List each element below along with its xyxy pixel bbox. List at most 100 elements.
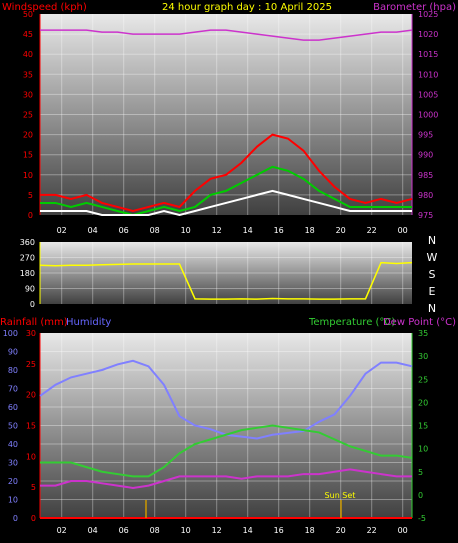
direction-tick-label: 360 (20, 238, 35, 247)
x-tick-label: 06 (119, 226, 129, 235)
x-tick-label: 10 (181, 526, 191, 535)
humidity-tick-label: 30 (8, 459, 18, 468)
direction-tick-label: 270 (20, 254, 35, 263)
barometer-tick-label: 1010 (418, 70, 438, 79)
barometer-tick-label: 985 (418, 171, 433, 180)
series-line (40, 189, 412, 217)
x-tick-label: 00 (398, 226, 408, 235)
dewpoint-axis-label: Dew Point (°C) (383, 317, 456, 328)
humidity-tick-label: 60 (8, 403, 18, 412)
series-line (40, 133, 413, 213)
x-tick-label: 02 (57, 526, 67, 535)
series-line (40, 424, 413, 478)
wind-panel-axes: 02 04 06 08 10 12 14 16 18 20 22 000510152025303540… (23, 10, 439, 235)
barometer-axis-label: Barometer (hpa) (373, 2, 456, 13)
x-tick-label: 14 (243, 226, 253, 235)
series-line (40, 165, 412, 217)
barometer-tick-label: 1020 (418, 30, 438, 39)
x-tick-label: 16 (274, 526, 284, 535)
temperature-tick-label: 20 (418, 398, 428, 407)
wind-axis-label: Windspeed (kph) (2, 2, 87, 13)
x-tick-label: 02 (57, 226, 67, 235)
rain-tick-label: 25 (26, 360, 36, 369)
temperature-tick-label: 15 (418, 422, 428, 431)
temperature-tick-label: 5 (418, 468, 423, 477)
wind-panel-background (40, 14, 412, 215)
rain-tick-label: 20 (26, 391, 36, 400)
humidity-tick-label: 90 (8, 348, 18, 357)
x-tick-label: 20 (336, 526, 346, 535)
humidity-tick-label: 50 (8, 422, 18, 431)
humidity-tick-label: 20 (8, 477, 18, 486)
wind-tick-label: 15 (23, 151, 33, 160)
barometer-tick-label: 990 (418, 151, 433, 160)
wind-tick-label: 20 (23, 131, 33, 140)
compass-letter: E (429, 285, 436, 298)
chart-title: 24 hour graph day : 10 April 2025 (162, 2, 332, 13)
compass-letter: S (429, 268, 436, 281)
x-tick-label: 08 (150, 526, 160, 535)
x-tick-label: 00 (398, 526, 408, 535)
temperature-panel-axes: 02 04 06 08 10 12 14 16 18 20 22 000102030405060708… (3, 329, 428, 535)
temperature-tick-label: 10 (418, 445, 428, 454)
wind-panel-grid (40, 14, 412, 215)
series-line (40, 468, 412, 489)
x-tick-label: 16 (274, 226, 284, 235)
direction-panel-grid (40, 242, 412, 304)
x-tick-label: 20 (336, 226, 346, 235)
wind-tick-label: 25 (23, 111, 33, 120)
temperature-panel-annotations: Sun Set (145, 491, 356, 518)
barometer-tick-label: 995 (418, 131, 433, 140)
temperature-axis-label: Temperature (°C) (308, 317, 395, 328)
direction-tick-label: 0 (30, 300, 35, 309)
barometer-tick-label: 1000 (418, 111, 438, 120)
wind-tick-label: 50 (23, 10, 33, 19)
wind-tick-label: 40 (23, 50, 33, 59)
x-tick-label: 18 (305, 526, 315, 535)
wind-tick-label: 10 (23, 171, 33, 180)
rain-tick-label: 30 (26, 329, 36, 338)
temperature-tick-label: 30 (418, 352, 428, 361)
humidity-tick-label: 0 (13, 514, 18, 523)
temperature-panel-series (39, 359, 413, 519)
x-tick-label: 10 (181, 226, 191, 235)
direction-line (39, 261, 413, 300)
direction-panel-series (39, 261, 413, 300)
rain-tick-label: 15 (26, 422, 36, 431)
compass-letter: N (428, 302, 436, 315)
temperature-tick-label: 0 (418, 491, 423, 500)
wind-tick-label: 5 (28, 191, 33, 200)
humidity-tick-label: 40 (8, 440, 18, 449)
x-tick-label: 18 (305, 226, 315, 235)
humidity-tick-label: 100 (3, 329, 18, 338)
wind-tick-label: 35 (23, 70, 33, 79)
rain-tick-label: 5 (31, 483, 36, 492)
rain-tick-label: 10 (26, 452, 36, 461)
x-tick-label: 06 (119, 526, 129, 535)
x-tick-label: 04 (88, 526, 98, 535)
barometer-tick-label: 1025 (418, 10, 438, 19)
x-tick-label: 12 (212, 226, 222, 235)
x-tick-label: 22 (367, 226, 377, 235)
temperature-panel-background (40, 333, 412, 518)
rain-tick-label: 0 (31, 514, 36, 523)
humidity-tick-label: 10 (8, 496, 18, 505)
wind-tick-label: 45 (23, 30, 33, 39)
humidity-tick-label: 70 (8, 385, 18, 394)
direction-tick-label: 90 (25, 285, 35, 294)
compass-letter: N (428, 234, 436, 247)
humidity-tick-label: 80 (8, 366, 18, 375)
sunset-label: Sun Set (325, 491, 356, 500)
direction-tick-label: 180 (20, 269, 35, 278)
series-line (40, 29, 413, 41)
rainfall-axis-label: Rainfall (mm) (0, 317, 68, 328)
direction-panel-background (40, 242, 412, 304)
barometer-tick-label: 975 (418, 211, 433, 220)
temperature-tick-label: 25 (418, 375, 428, 384)
humidity-axis-label: Humidity (66, 317, 111, 328)
barometer-tick-label: 1005 (418, 90, 438, 99)
barometer-tick-label: 1015 (418, 50, 438, 59)
direction-panel-axes: 0 90 180 270 360 (20, 238, 41, 309)
wind-panel-series (40, 29, 413, 217)
